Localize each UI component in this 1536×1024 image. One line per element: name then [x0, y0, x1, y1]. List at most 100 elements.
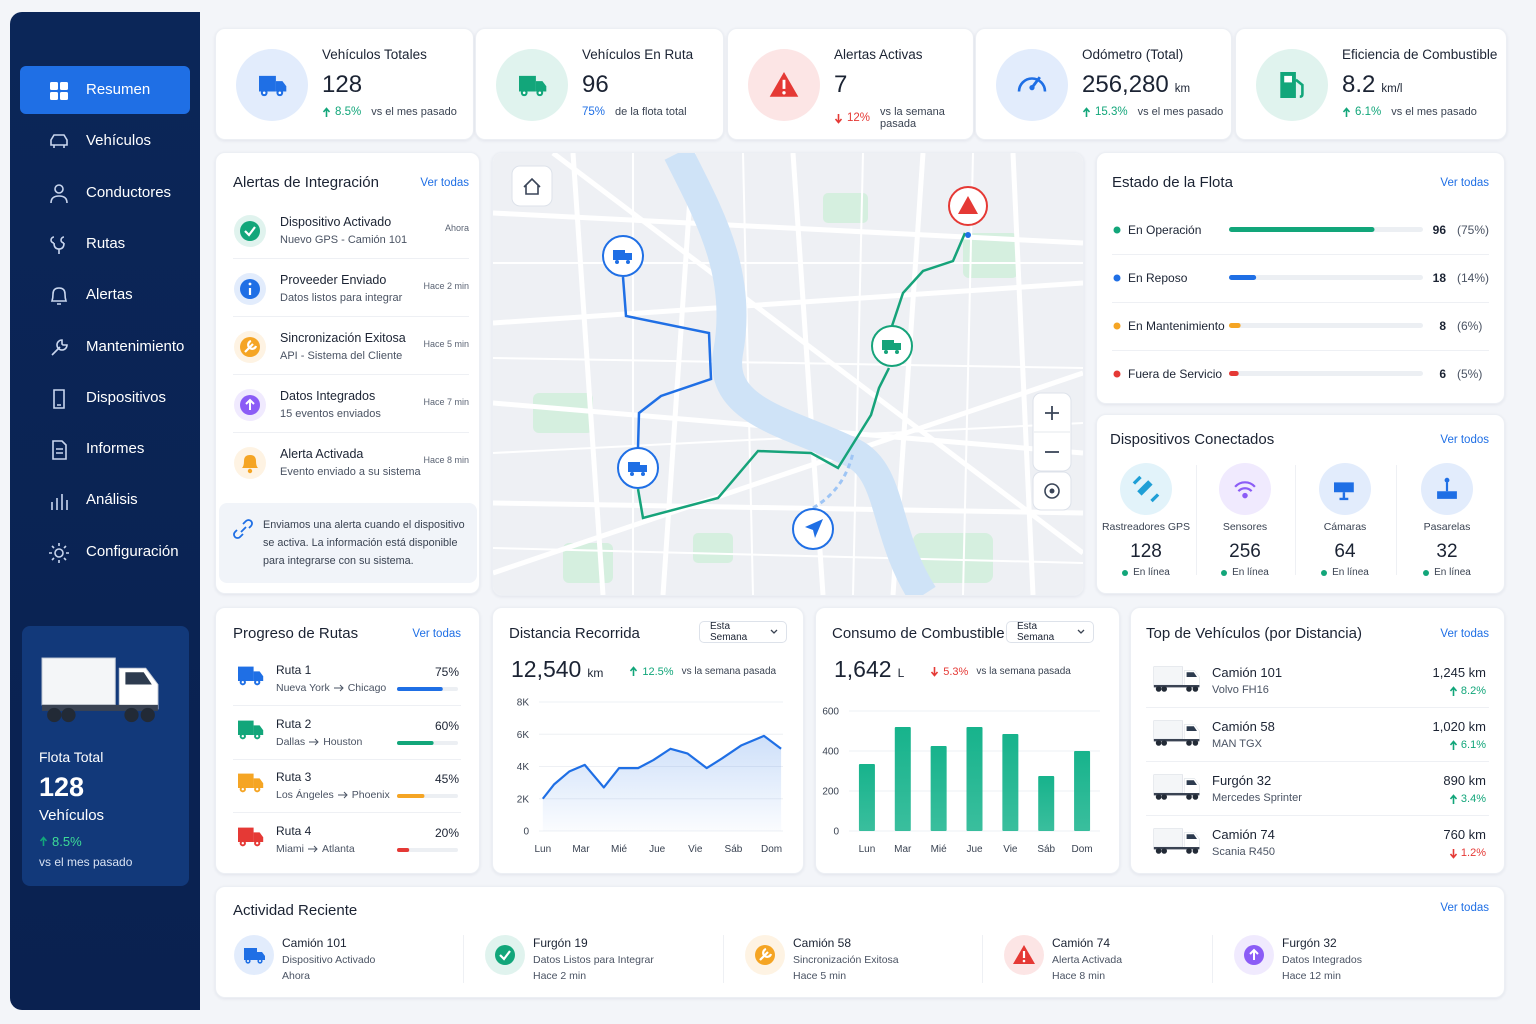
- total-change-row: 5.3% vs la semana pasada: [930, 666, 1071, 678]
- zoom-controls[interactable]: [1032, 392, 1072, 472]
- icon-part: [247, 960, 249, 962]
- y-tick-label: 0: [833, 827, 839, 838]
- icon-glyph: [1013, 945, 1035, 964]
- arrow-shape: [308, 845, 318, 852]
- y-tick-label: 0: [523, 827, 529, 838]
- icon-part: [782, 91, 786, 95]
- icon-part: [50, 183, 68, 203]
- total-value: 1,642: [834, 656, 892, 682]
- trend-arrow: [834, 113, 843, 124]
- bar-fill: [1229, 227, 1375, 232]
- vehicle-change-row: 1.2%: [1449, 847, 1486, 859]
- period-dropdown[interactable]: Esta Semana: [1006, 621, 1094, 643]
- status-bar: [1113, 274, 1423, 282]
- bar: [966, 727, 983, 831]
- icon-part: [50, 134, 68, 149]
- alert-subtitle: Evento enviado a su sistema: [280, 466, 421, 478]
- wheel: [1161, 740, 1167, 746]
- icon-glyph: [1280, 72, 1304, 98]
- trend-arrow: [1449, 848, 1458, 859]
- fleet-label: Flota Total: [39, 749, 104, 765]
- route-progress-label: 45%: [434, 772, 459, 786]
- menu-item[interactable]: Rutas: [20, 220, 190, 268]
- icon-part: [238, 827, 254, 842]
- device-name: Cámaras: [1323, 521, 1367, 533]
- card-link[interactable]: Ver todas: [412, 628, 461, 640]
- icon-part: [238, 720, 254, 735]
- map-home-button[interactable]: [511, 165, 553, 207]
- menu-item[interactable]: Informes: [20, 425, 190, 473]
- fleet-note: vs el mes pasado: [39, 855, 133, 869]
- vehicle-name: Furgón 32: [1212, 773, 1272, 788]
- kpi-card: Odómetro (Total) 256,280 km 15.3% vs el mes …: [975, 28, 1232, 140]
- fleet-unit: Vehículos: [39, 807, 105, 824]
- card-link[interactable]: Ver todas: [420, 177, 469, 189]
- icon-part: [1295, 78, 1304, 98]
- icon-glyph: [519, 75, 547, 97]
- alert-title: Sincronización Exitosa: [280, 331, 406, 345]
- kpi-change: 75%: [582, 106, 606, 118]
- route-arrow: [337, 791, 348, 799]
- total-unit: km: [587, 666, 604, 680]
- card-title: Progreso de Rutas: [233, 625, 359, 642]
- alert-time: Ahora: [444, 223, 469, 233]
- vehicle-change: 1.2%: [1460, 847, 1486, 859]
- wheel: [124, 707, 139, 723]
- alert-subtitle: Nuevo GPS - Camión 101: [280, 234, 408, 246]
- arrow-shape: [39, 836, 48, 846]
- icon-part: [275, 81, 287, 92]
- activity-name: Camión 74: [1052, 936, 1111, 950]
- menu-item[interactable]: Alertas: [20, 271, 190, 319]
- menu-item[interactable]: Mantenimiento: [20, 323, 190, 371]
- icon-part: [1437, 491, 1457, 499]
- card-link[interactable]: Ver todos: [1440, 434, 1489, 446]
- trend-arrow: [630, 666, 638, 676]
- status-count: 96: [1432, 223, 1446, 237]
- menu-item[interactable]: Configuración: [20, 528, 190, 576]
- alert-subtitle: API - Sistema del Cliente: [280, 350, 403, 362]
- menu-item[interactable]: Vehículos: [20, 117, 190, 165]
- card-link[interactable]: Ver todas: [1440, 177, 1489, 189]
- menu-label: Dispositivos: [86, 388, 167, 406]
- route-name: Ruta 1: [276, 663, 312, 677]
- menu-item[interactable]: Resumen: [20, 66, 190, 114]
- card-title: Actividad Reciente: [233, 902, 358, 919]
- period-dropdown[interactable]: Esta Semana: [699, 621, 787, 643]
- device-status: En línea: [1434, 567, 1471, 578]
- card-link[interactable]: Ver todas: [1440, 902, 1489, 914]
- card-link[interactable]: Ver todas: [1440, 628, 1489, 640]
- alert-title: Datos Integrados: [280, 389, 376, 403]
- trailer: [1153, 828, 1183, 848]
- truck-image: [1153, 828, 1200, 854]
- kpi-title: Eficiencia de Combustible: [1342, 47, 1498, 62]
- status-name: En Reposo: [1128, 271, 1188, 285]
- route-path: Dallas Houston: [276, 736, 362, 748]
- route-blue: [621, 276, 713, 449]
- icon-part: [241, 734, 244, 737]
- vehicle-name: Camión 101: [1212, 665, 1283, 680]
- arrow-shape: [309, 738, 319, 745]
- icon-part: [238, 666, 254, 681]
- devices-card: Dispositivos Conectados Ver todos Rastread…: [1096, 414, 1505, 594]
- locate-button[interactable]: [1032, 471, 1072, 511]
- menu-item[interactable]: Dispositivos: [20, 374, 190, 422]
- vehicle-model: Scania R450: [1212, 846, 1275, 858]
- chevron-shape: [1077, 629, 1085, 634]
- icon-part: [53, 388, 65, 409]
- kpi-change-row: 75% de la flota total: [582, 106, 687, 118]
- bar: [1074, 751, 1091, 831]
- cab-window: [125, 672, 152, 685]
- status-bar: [1113, 226, 1423, 234]
- bar-fill: [1229, 371, 1239, 376]
- chevron: [1077, 629, 1085, 634]
- route-from: Dallas: [276, 735, 306, 748]
- icon-part: [253, 831, 264, 842]
- activity-event: Dispositivo Activado: [282, 954, 376, 966]
- icon-part: [253, 671, 264, 681]
- link-icon: [233, 519, 253, 539]
- menu-item[interactable]: Conductores: [20, 169, 190, 217]
- total-change-row: 12.5% vs la semana pasada: [629, 666, 776, 678]
- x-tick-label: Dom: [1072, 844, 1093, 855]
- bar: [858, 764, 875, 831]
- menu-item[interactable]: Análisis: [20, 476, 190, 524]
